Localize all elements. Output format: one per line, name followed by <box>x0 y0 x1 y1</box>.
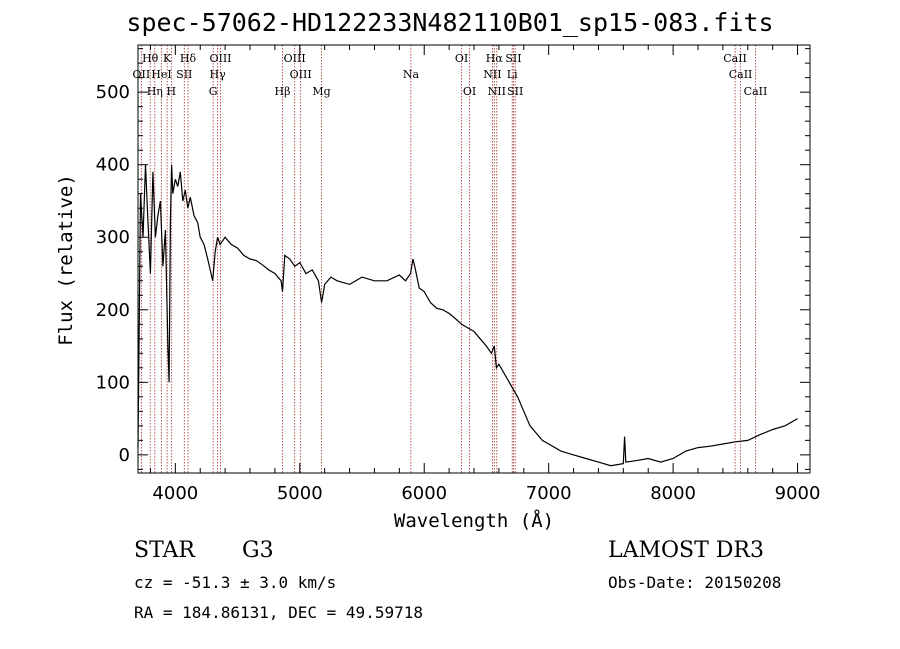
x-axis-label: Wavelength (Å) <box>393 510 555 532</box>
line-label: Hβ <box>275 85 291 98</box>
line-label: Hθ <box>142 52 159 65</box>
line-label: Hα <box>486 52 504 65</box>
object-subclass: G3 <box>242 538 274 563</box>
redshift-velocity: cz = -51.3 ± 3.0 km/s <box>134 573 337 592</box>
line-label: CaII <box>723 52 747 65</box>
line-label: CaII <box>729 68 753 81</box>
line-label: Li <box>507 68 518 81</box>
object-class: STAR <box>134 538 195 563</box>
line-label: K <box>163 52 172 65</box>
line-label: HeI <box>151 68 171 81</box>
line-label: Na <box>403 68 420 81</box>
x-tick-label: 6000 <box>401 483 447 504</box>
x-axis-ticks: 4000 5000 6000 7000 8000 9000 <box>149 45 821 504</box>
survey-name: LAMOST DR3 <box>608 538 764 563</box>
x-tick-label: 9000 <box>775 483 821 504</box>
x-tick-label: 8000 <box>650 483 696 504</box>
y-tick-label: 0 <box>119 445 130 466</box>
emission-line-markers <box>140 45 756 473</box>
line-label: SII <box>507 85 523 98</box>
coordinates: RA = 184.86131, DEC = 49.59718 <box>134 603 423 622</box>
y-tick-label: 200 <box>96 300 130 321</box>
line-label: SII <box>176 68 192 81</box>
line-label: NII <box>488 85 506 98</box>
line-label: Hη <box>147 85 163 98</box>
y-tick-label: 300 <box>96 227 130 248</box>
line-label: OIII <box>284 52 306 65</box>
line-label: OI <box>463 85 476 98</box>
line-label: SII <box>505 52 521 65</box>
line-label: G <box>209 85 218 98</box>
y-tick-label: 100 <box>96 372 130 393</box>
line-label: OI <box>455 52 468 65</box>
line-label: OII <box>133 68 151 81</box>
x-tick-label: 7000 <box>526 483 572 504</box>
x-tick-label: 4000 <box>152 483 198 504</box>
x-tick-label: 5000 <box>277 483 323 504</box>
line-label: OIII <box>209 52 231 65</box>
chart-title: spec-57062-HD122233N482110B01_sp15-083.f… <box>126 8 774 37</box>
line-label: NII <box>483 68 501 81</box>
y-tick-label: 400 <box>96 155 130 176</box>
line-label: CaII <box>744 85 768 98</box>
y-tick-label: 500 <box>96 82 130 103</box>
plot-frame <box>137 44 811 474</box>
y-axis-label: Flux (relative) <box>55 174 77 346</box>
line-label: OIII <box>290 68 312 81</box>
line-label: Mg <box>312 85 330 98</box>
spectrum-line <box>137 164 798 467</box>
y-axis-ticks: 0 100 200 300 400 500 <box>96 48 810 470</box>
line-label: Hγ <box>210 68 227 81</box>
line-label: Hδ <box>180 52 197 65</box>
line-label: H <box>167 85 177 98</box>
observation-date: Obs-Date: 20150208 <box>608 573 782 592</box>
